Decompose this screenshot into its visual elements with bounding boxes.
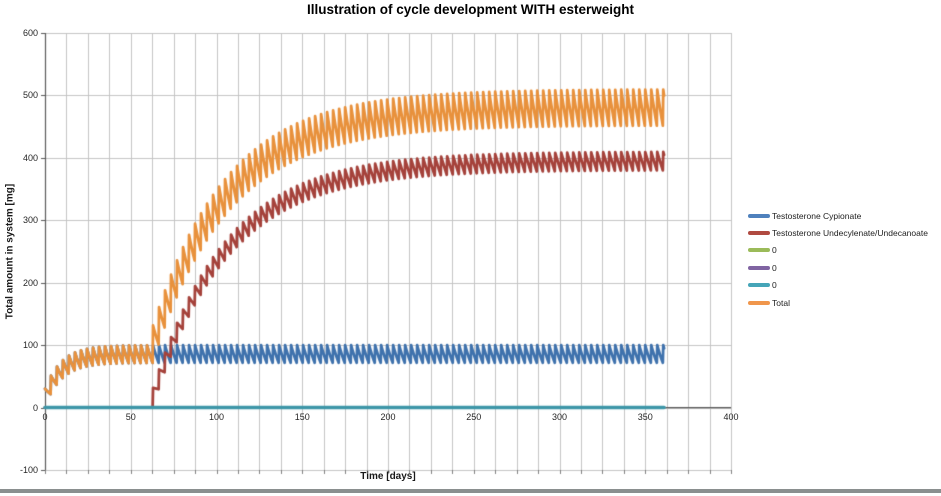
legend-marker-line <box>748 300 770 305</box>
legend-item: 0 <box>748 242 928 259</box>
legend-item: Testosterone Undecylenate/Undecanoate <box>748 224 928 241</box>
x-tick-label: 200 <box>380 412 396 423</box>
legend-item: Testosterone Cypionate <box>748 207 928 224</box>
legend-label: 0 <box>772 245 777 256</box>
x-tick-label: 400 <box>723 412 739 423</box>
window-bottom-edge <box>0 489 941 493</box>
chart-title: Illustration of cycle development WITH e… <box>306 2 635 17</box>
legend-item: 0 <box>748 259 928 276</box>
x-tick-label: 250 <box>466 412 482 423</box>
legend-marker-line <box>748 248 770 253</box>
legend-marker-line <box>748 283 770 288</box>
y-tick-label: -100 <box>19 465 38 475</box>
legend-label: Total <box>772 297 790 308</box>
legend-label: 0 <box>772 280 777 291</box>
y-tick-label: 200 <box>22 277 38 288</box>
x-tick-label: 100 <box>208 412 225 423</box>
y-tick-label: 600 <box>22 28 38 38</box>
chart-legend: Testosterone Cypionate Testosterone Undec… <box>748 207 928 311</box>
legend-marker-line <box>748 213 770 218</box>
y-tick-label: 500 <box>22 90 38 101</box>
x-tick-label: 150 <box>294 412 310 423</box>
y-tick-label: 400 <box>22 152 38 163</box>
x-tick-label: 0 <box>42 412 48 423</box>
legend-label: Testosterone Cypionate <box>772 210 862 221</box>
legend-label: 0 <box>772 262 777 273</box>
y-tick-label: 300 <box>22 215 38 226</box>
legend-item: 0 <box>748 277 928 294</box>
x-tick-label: 300 <box>551 412 568 423</box>
x-tick-label: 350 <box>637 412 653 423</box>
y-tick-label: 100 <box>22 340 38 351</box>
legend-item: Total <box>748 294 928 311</box>
x-axis-title: Time [days] <box>360 471 416 482</box>
legend-marker-line <box>748 265 770 270</box>
y-tick-label: 0 <box>32 402 38 413</box>
x-tick-label: 50 <box>125 412 136 423</box>
y-axis-title: Total amount in system [mg] <box>4 183 16 320</box>
legend-label: Testosterone Undecylenate/Undecanoate <box>772 228 928 239</box>
legend-marker-line <box>748 231 770 236</box>
